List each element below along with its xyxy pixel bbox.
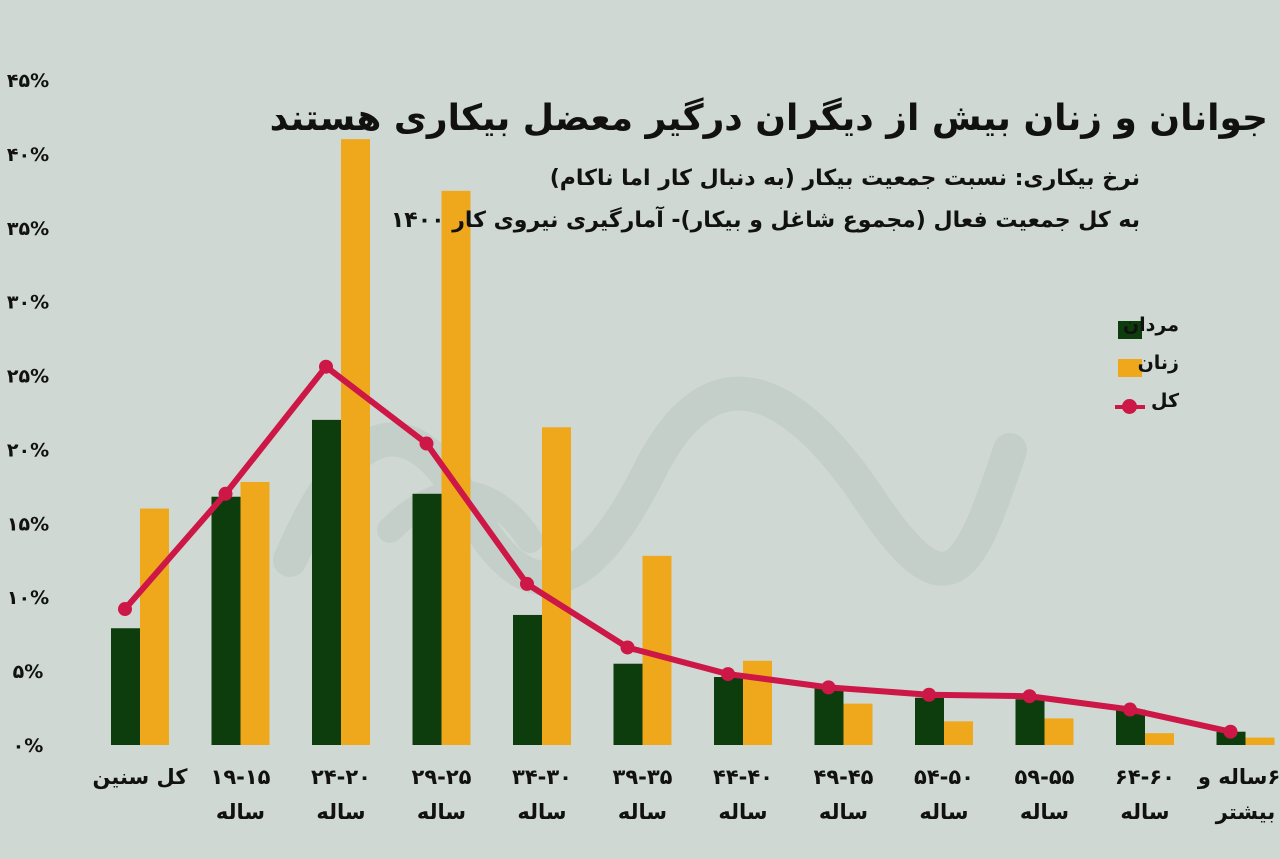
x-category-label: ساله [618,800,667,824]
point-total [620,640,635,655]
x-category-label: ساله [417,800,466,824]
bar-men [412,493,442,745]
y-tick-label: ۴۵% [7,70,49,92]
x-category-label: ۶۴-۶۰ [1115,765,1175,789]
chart-subtitle-line-2: به کل جمعیت فعال (مجموع شاغل و بیکار)- آ… [390,208,1140,233]
bar-women [1044,718,1074,745]
bar-men [814,687,844,745]
bar-men [513,614,542,745]
x-category-label: ۲۹-۲۵ [412,765,472,789]
legend-item-women: زنان [1115,350,1275,388]
bar-women [140,508,169,745]
x-category-label: ۵۴-۵۰ [914,765,974,789]
bar-women [743,660,772,745]
x-category-label: ساله [1020,800,1069,824]
y-tick-label: ۴۰% [7,144,49,166]
x-category-label: ۳۹-۳۵ [613,765,673,789]
bar-women [1145,733,1174,745]
legend-item-total: کل [1115,388,1275,426]
legend-marker-total [1122,399,1137,414]
x-category-label: ۳۴-۳۰ [512,765,572,789]
y-tick-label: ۰% [13,735,44,757]
chart-subtitle-line-1: نرخ بیکاری: نسبت جمعیت بیکار (به دنبال ک… [549,166,1140,191]
legend-label-women: زنان [1137,352,1179,374]
bar-men [312,419,341,745]
point-total [821,680,836,695]
point-total [218,486,233,501]
bar-women [1245,737,1275,745]
bar-women [542,427,571,745]
x-category-label: ساله [919,800,968,824]
x-category-label: ساله [316,800,365,824]
x-category-label: ۱۹-۱۵ [211,765,271,789]
bar-women [240,481,270,745]
legend-label-men: مردان [1122,314,1179,336]
legend-swatch-women [1118,359,1142,377]
bar-men [111,628,140,745]
y-tick-label: ۱۵% [7,513,49,535]
x-category-label: ساله [517,800,566,824]
x-category-label: ۵۹-۵۵ [1015,765,1075,789]
bar-women [843,703,873,745]
point-total [1123,702,1137,717]
x-category-label: ۴۴-۴۰ [713,765,773,789]
x-category-label: ساله [216,800,265,824]
y-tick-label: ۱۰% [7,587,49,609]
x-category-label: ۲۴-۲۰ [311,765,371,789]
point-total [1022,689,1037,704]
point-total [721,667,735,682]
bar-men [915,697,944,745]
y-tick-label: ۵% [13,661,44,683]
x-category-label: ساله [1120,800,1169,824]
bar-men [211,496,241,745]
x-category-label: ۴۹-۴۵ [814,765,874,789]
x-category-label: ساله [718,800,767,824]
x-category-label: بیشتر [1215,800,1275,824]
legend-swatch-men [1118,321,1142,339]
bar-women [944,721,973,745]
point-total [1223,724,1238,739]
y-tick-label: ۲۰% [7,439,49,461]
chart-legend: مردان زنان کل [1115,312,1275,426]
y-tick-label: ۳۰% [7,292,49,314]
bar-men [1015,699,1045,745]
y-tick-label: ۳۵% [7,218,49,240]
x-category-label: ساله [819,800,868,824]
bar-women [341,139,370,746]
point-total [520,576,534,591]
legend-item-men: مردان [1115,312,1275,350]
line-total [122,363,1234,735]
point-total [922,687,936,702]
x-category-label: ۶۵ساله و [1197,765,1280,789]
chart-title: جوانان و زنان بیش از دیگران درگیر معضل ب… [269,98,1269,139]
point-total [419,436,434,451]
bar-men [613,663,643,745]
point-total [319,359,333,374]
y-tick-label: ۲۵% [7,366,49,388]
legend-label-total: کل [1150,390,1179,412]
point-total [118,602,132,617]
x-category-label: کل سنین [93,765,189,789]
bar-men [714,677,743,745]
